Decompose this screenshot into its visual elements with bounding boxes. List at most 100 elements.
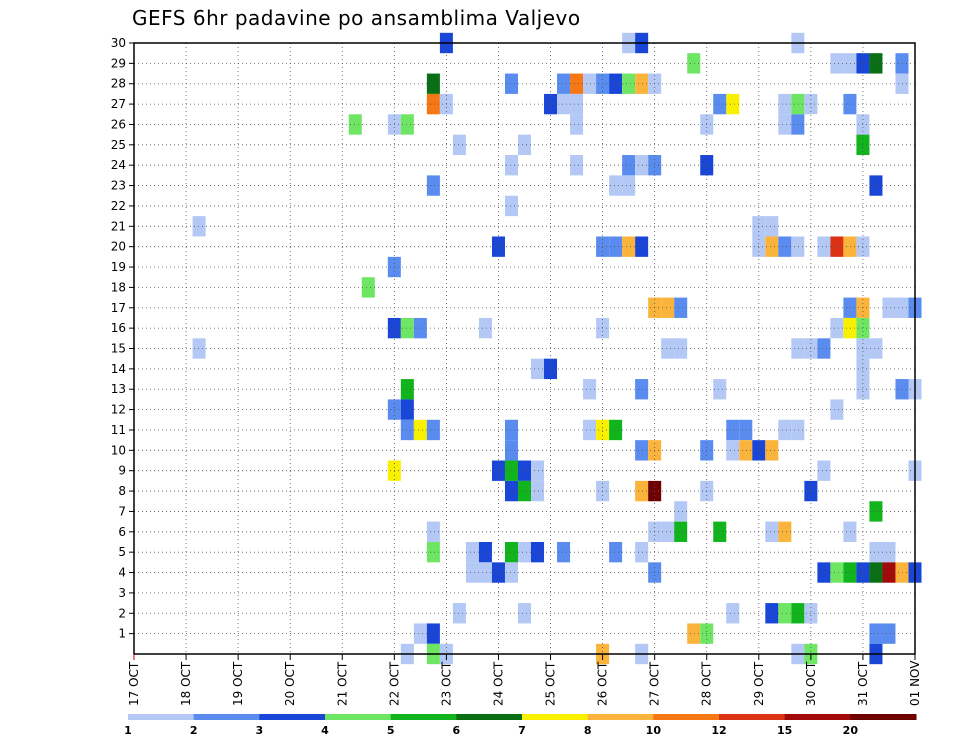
heatmap-cell [817,236,831,257]
heatmap-cell [726,440,740,461]
y-tick-label: 5 [118,545,126,559]
heatmap-cell [830,562,844,583]
y-tick-label: 25 [111,138,126,152]
colorbar-swatch [850,714,917,720]
heatmap-cell [426,623,440,644]
heatmap-cell [622,155,636,176]
heatmap-cell [830,53,844,74]
heatmap-cell [609,73,623,94]
y-tick-label: 30 [111,36,126,50]
heatmap-cell [635,236,649,257]
colorbar-label: 6 [453,724,461,737]
x-tick-label: 17 OCT [127,661,141,706]
heatmap-cell [895,379,909,400]
heatmap-cell [674,297,688,318]
x-tick-label: 31 OCT [856,661,870,706]
heatmap-cell [478,541,492,563]
heatmap-cell [830,399,844,420]
y-tick-label: 6 [118,525,126,539]
heatmap-cell [531,460,545,481]
y-tick-label: 27 [111,97,126,111]
heatmap-cell [765,236,779,257]
heatmap-cell [504,419,518,441]
x-tick-label: 28 OCT [700,661,714,706]
heatmap-cell [895,53,909,74]
heatmap-cell [413,317,427,339]
heatmap-cell [583,73,597,94]
chart-title: GEFS 6hr padavine po ansamblima Valjevo [132,6,581,30]
y-tick-label: 21 [111,219,126,233]
y-tick-label: 16 [111,321,126,335]
heatmap-cell [869,623,883,644]
heatmap-cell [622,175,636,196]
y-tick-label: 13 [111,382,126,396]
heatmap-cell [622,73,636,94]
heatmap-cell [400,317,414,339]
heatmap-cell [192,216,206,237]
heatmap-cell [869,541,883,563]
x-tick-label: 27 OCT [648,661,662,706]
colorbar-swatch [522,714,589,720]
heatmap-cell [635,541,649,563]
heatmap-cell [504,460,518,481]
heatmap-cell [843,317,857,339]
heatmap-cell [531,541,545,563]
heatmap-cell [895,73,909,94]
heatmap-cell [843,297,857,318]
heatmap-cell [504,480,518,502]
heatmap-cell [570,93,584,115]
heatmap-cell [504,195,518,217]
heatmap-cell [674,501,688,522]
heatmap-cell [882,623,896,644]
heatmap-cell [713,93,727,115]
heatmap-cell [830,236,844,257]
colorbar-label: 2 [190,724,198,737]
heatmap-cell [791,419,805,441]
y-tick-label: 14 [111,362,126,376]
heatmap-cell [517,541,532,563]
heatmap-cell [791,338,805,359]
heatmap-cell [517,134,532,156]
x-tick-label: 18 OCT [179,661,193,706]
y-tick-label: 23 [111,179,126,193]
y-tick-label: 10 [111,443,126,457]
heatmap-cell [478,562,492,583]
heatmap-cell [791,93,805,115]
colorbar-label: 4 [321,724,329,737]
y-tick-label: 9 [118,464,126,478]
heatmap-cell [882,297,896,318]
colorbar-label: 12 [711,724,726,737]
y-tick-label: 15 [111,342,126,356]
heatmap-cell [882,562,896,583]
colorbar-label: 1 [124,724,132,737]
heatmap-cell [426,419,440,441]
heatmap-cell [452,603,466,624]
y-axis: 1234567891011121314151617181920212223242… [111,36,134,641]
x-tick-label: 20 OCT [283,661,297,706]
colorbar-swatch [719,714,786,720]
heatmap-cell [361,277,375,298]
colorbar-swatch [653,714,720,720]
heatmap-cell [622,236,636,257]
colorbar-label: 3 [256,724,264,737]
colorbar-swatch [193,714,260,720]
heatmap-cell [531,480,545,502]
heatmap-cell [557,93,571,115]
y-tick-label: 26 [111,117,126,131]
x-tick-label: 26 OCT [596,661,610,706]
heatmap-cell [726,419,740,441]
heatmap-cell [817,562,831,583]
y-tick-label: 28 [111,77,126,91]
heatmap-cell [517,460,532,481]
heatmap-cell [778,236,792,257]
heatmap-cell [570,73,584,94]
heatmap-cell [661,338,675,359]
colorbar-swatch [325,714,392,720]
colorbar-label: 10 [646,724,662,737]
heatmap-cell [817,338,831,359]
heatmap-cell [869,175,883,196]
heatmap-cell [504,562,518,583]
heatmap-cell [426,521,440,542]
heatmap-cell [570,155,584,176]
heatmap-cell [869,53,883,74]
